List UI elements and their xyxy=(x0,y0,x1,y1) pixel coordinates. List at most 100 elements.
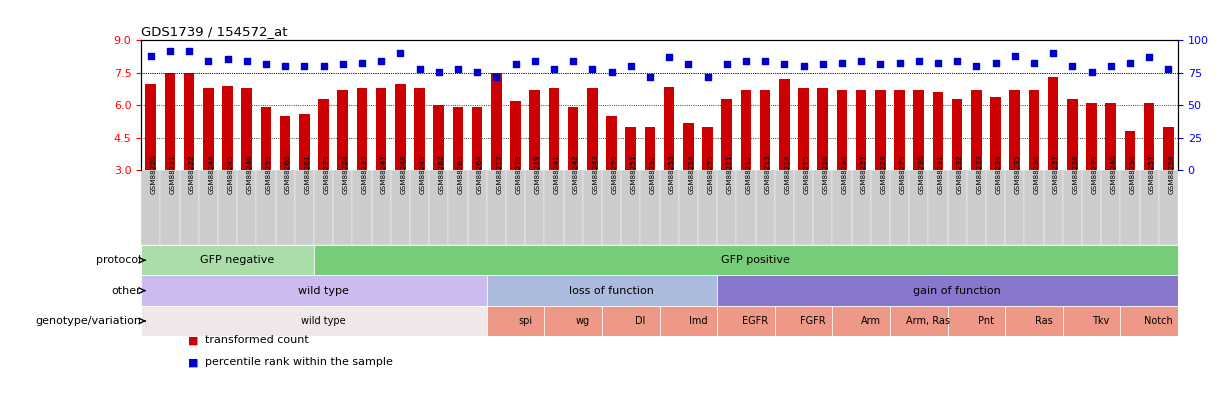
Point xyxy=(1063,63,1082,70)
Bar xyxy=(280,116,291,235)
Point xyxy=(928,59,947,66)
Point xyxy=(390,50,410,57)
Bar xyxy=(237,170,256,245)
Point xyxy=(525,58,545,64)
Bar xyxy=(337,90,348,235)
Text: EGFR: EGFR xyxy=(742,316,768,326)
Bar xyxy=(390,170,410,245)
Text: GSM88242: GSM88242 xyxy=(573,154,579,194)
Bar xyxy=(1125,131,1135,235)
Bar xyxy=(952,99,962,235)
Bar xyxy=(741,90,751,235)
Text: gain of function: gain of function xyxy=(913,286,1001,296)
Text: GSM88225: GSM88225 xyxy=(362,154,368,194)
Text: GSM88247: GSM88247 xyxy=(382,154,387,194)
Bar xyxy=(141,306,487,336)
Text: GSM88255: GSM88255 xyxy=(708,154,714,194)
Point xyxy=(160,48,179,54)
Bar xyxy=(429,170,448,245)
Point xyxy=(256,61,276,67)
Point xyxy=(429,68,449,75)
Point xyxy=(967,63,987,70)
Point xyxy=(563,58,583,64)
Bar xyxy=(1086,103,1097,235)
Bar xyxy=(717,306,774,336)
Bar xyxy=(222,86,233,235)
Bar xyxy=(352,170,372,245)
Bar xyxy=(146,84,156,235)
Bar xyxy=(448,170,467,245)
Text: GDS1739 / 154572_at: GDS1739 / 154572_at xyxy=(141,25,287,38)
Point xyxy=(314,63,334,70)
Bar xyxy=(679,170,698,245)
Bar xyxy=(568,107,578,235)
Point xyxy=(217,55,237,62)
Bar xyxy=(1067,99,1077,235)
Text: GSM88215: GSM88215 xyxy=(804,154,810,194)
Text: GSM88261: GSM88261 xyxy=(304,154,310,194)
Bar xyxy=(990,97,1001,235)
Text: GSM88244: GSM88244 xyxy=(209,154,215,194)
Text: GSM88228: GSM88228 xyxy=(880,154,886,194)
Bar xyxy=(510,101,520,235)
Point xyxy=(179,48,199,54)
Text: Arm: Arm xyxy=(860,316,881,326)
Bar xyxy=(1158,170,1178,245)
Bar xyxy=(909,170,929,245)
Bar xyxy=(529,90,540,235)
Bar xyxy=(333,170,352,245)
Bar xyxy=(395,84,406,235)
Bar xyxy=(644,127,655,235)
Point xyxy=(544,66,563,72)
Text: protocol: protocol xyxy=(96,255,141,265)
Bar xyxy=(164,73,175,235)
Text: Ras: Ras xyxy=(1034,316,1053,326)
Text: GSM88211: GSM88211 xyxy=(726,154,733,194)
Point xyxy=(621,63,640,70)
Text: GSM88233: GSM88233 xyxy=(977,154,983,194)
Text: Dl: Dl xyxy=(636,316,645,326)
Text: Arm, Ras: Arm, Ras xyxy=(907,316,951,326)
Text: GSM88249: GSM88249 xyxy=(420,154,426,194)
Point xyxy=(659,54,679,61)
Bar xyxy=(779,79,790,235)
Bar xyxy=(545,306,602,336)
Bar xyxy=(814,170,832,245)
Text: spi: spi xyxy=(518,316,533,326)
Text: GSM88224: GSM88224 xyxy=(342,154,348,194)
Point xyxy=(1101,63,1120,70)
Text: GSM88230: GSM88230 xyxy=(919,154,925,194)
Text: GSM88246: GSM88246 xyxy=(247,154,253,194)
Bar xyxy=(548,88,560,235)
Text: GSM88239: GSM88239 xyxy=(1092,154,1097,194)
Point xyxy=(583,66,602,72)
Point xyxy=(448,66,467,72)
Text: GSM88231: GSM88231 xyxy=(937,154,944,194)
Point xyxy=(1140,54,1160,61)
Bar xyxy=(1140,170,1158,245)
Text: other: other xyxy=(112,286,141,296)
Bar xyxy=(717,170,736,245)
Point xyxy=(1120,59,1140,66)
Bar xyxy=(721,99,733,235)
Bar xyxy=(967,170,987,245)
Text: ■: ■ xyxy=(188,335,199,345)
Point xyxy=(640,74,660,80)
Bar xyxy=(832,170,852,245)
Bar xyxy=(179,170,199,245)
Bar xyxy=(141,245,314,275)
Text: GSM88250: GSM88250 xyxy=(611,154,617,194)
Bar xyxy=(659,170,679,245)
Text: Imd: Imd xyxy=(688,316,707,326)
Text: loss of function: loss of function xyxy=(569,286,654,296)
Bar xyxy=(1005,306,1063,336)
Text: GSM88238: GSM88238 xyxy=(1072,154,1079,194)
Bar xyxy=(774,306,832,336)
Bar xyxy=(913,90,924,235)
Bar xyxy=(664,87,675,235)
Bar xyxy=(433,105,444,235)
Bar xyxy=(202,88,213,235)
Point xyxy=(601,68,621,75)
Point xyxy=(947,58,967,64)
Point xyxy=(486,74,506,80)
